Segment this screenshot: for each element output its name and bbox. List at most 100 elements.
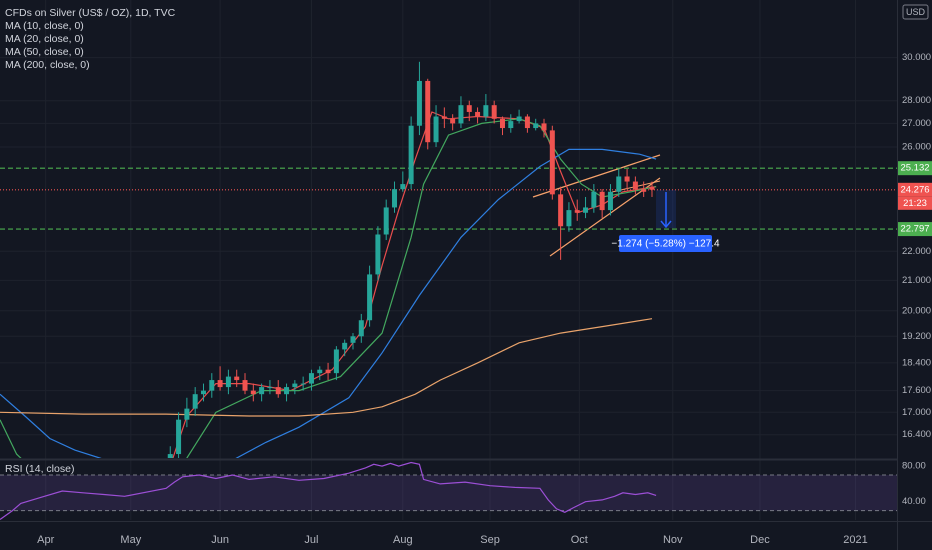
indicator-name: RSI (14, close) xyxy=(5,463,74,475)
candle-body xyxy=(234,376,240,381)
candle-body xyxy=(508,121,514,129)
candle-body xyxy=(408,125,414,185)
x-tick-label: May xyxy=(120,534,141,546)
candle-body xyxy=(250,390,256,395)
x-tick-label: Aug xyxy=(393,534,413,546)
measure-tool: −1.274 (−5.28%) −127.4 xyxy=(611,190,720,252)
candle-body xyxy=(400,184,406,190)
candle-body xyxy=(433,116,439,143)
y-tick-label: 22.000 xyxy=(902,246,931,257)
candle-body xyxy=(325,369,331,374)
candle-body xyxy=(641,189,647,192)
y-tick-label: 20.000 xyxy=(902,305,931,316)
candle-body xyxy=(541,123,547,131)
rsi-line xyxy=(0,461,657,520)
measure-box xyxy=(619,235,712,252)
legend-entry: MA (200, close, 0) xyxy=(5,59,90,71)
candle-body xyxy=(632,181,638,190)
candle-body xyxy=(491,105,497,119)
candle-body xyxy=(475,111,481,117)
y-tick-label: 21.000 xyxy=(902,275,931,286)
currency[interactable]: USD xyxy=(906,7,926,17)
candle-body xyxy=(549,130,555,195)
x-tick-label: Jun xyxy=(211,534,229,546)
candle-body xyxy=(176,419,182,455)
candle-body xyxy=(209,380,215,391)
x-tick-label: Oct xyxy=(571,534,588,546)
candle-body xyxy=(367,274,373,321)
candle-body xyxy=(342,342,348,350)
price-level-label: 22.797 xyxy=(900,224,929,235)
rsi-band xyxy=(0,474,897,511)
candle-body xyxy=(167,454,173,458)
candle-body xyxy=(466,105,472,112)
rsi-tick-label: 40.00 xyxy=(902,496,926,507)
candle-body xyxy=(308,373,314,384)
candle-body xyxy=(441,116,447,119)
price-pane xyxy=(0,61,897,458)
x-tick-label: 2021 xyxy=(843,534,867,546)
candle-body xyxy=(607,191,613,211)
candle-body xyxy=(292,383,298,388)
candle-body xyxy=(375,234,381,275)
x-tick-label: Apr xyxy=(37,534,54,546)
candle-body xyxy=(558,194,564,227)
y-tick-label: 17.000 xyxy=(902,407,931,418)
countdown-tag xyxy=(898,196,932,210)
y-tick-label: 30.000 xyxy=(902,52,931,63)
candle-body xyxy=(225,376,231,388)
candle-body xyxy=(392,189,398,208)
candle-body xyxy=(574,210,580,213)
measure-label: −1.274 (−5.28%) −127.4 xyxy=(611,239,720,250)
currency-box[interactable] xyxy=(902,4,929,20)
candle-body xyxy=(259,387,265,395)
x-tick-label: Jul xyxy=(304,534,318,546)
candle-body xyxy=(483,105,489,117)
legend-entry: MA (50, close, 0) xyxy=(5,46,84,58)
candle-body xyxy=(524,116,530,129)
candle-body xyxy=(599,191,605,211)
candle-body xyxy=(649,186,655,190)
candle-body xyxy=(217,380,223,388)
countdown: 21:23 xyxy=(903,198,927,209)
candle-body xyxy=(200,390,206,395)
rsi-pane xyxy=(0,461,897,520)
candle-body xyxy=(184,408,190,420)
chart-title: CFDs on Silver (US$ / OZ), 1D, TVC xyxy=(5,7,176,19)
price-level-tag xyxy=(898,182,932,197)
candle-body xyxy=(416,80,422,126)
x-tick-label: Dec xyxy=(750,534,770,546)
candle-body xyxy=(383,207,389,235)
candle-body xyxy=(566,210,572,227)
candle-body xyxy=(458,105,464,124)
y-tick-label: 17.600 xyxy=(902,385,931,396)
legend: MA (10, close, 0)MA (20, close, 0)MA (50… xyxy=(5,20,90,71)
candle-body xyxy=(358,320,364,337)
price-level-tag xyxy=(898,161,932,176)
y-tick-label: 19.200 xyxy=(902,331,931,342)
y-tick-label: 16.400 xyxy=(902,429,931,440)
candle-body xyxy=(333,349,339,374)
candle-body xyxy=(275,387,281,395)
moving-average xyxy=(0,148,657,458)
candle-body xyxy=(267,387,273,389)
price-level-label: 25.132 xyxy=(900,163,929,174)
candle-body xyxy=(425,80,431,143)
candle-body xyxy=(616,176,622,192)
legend-entry: MA (10, close, 0) xyxy=(5,20,84,32)
candle-body xyxy=(533,123,539,129)
candle-body xyxy=(192,394,198,409)
y-tick-label: 27.000 xyxy=(902,118,931,129)
candle-body xyxy=(591,191,597,208)
moving-average xyxy=(0,118,657,458)
candle-body xyxy=(350,336,356,343)
price-level-label: 24.276 xyxy=(900,184,929,195)
candle-body xyxy=(450,118,456,124)
price-level-tag xyxy=(898,222,932,237)
candle-body xyxy=(317,369,323,374)
candle-body xyxy=(583,207,589,213)
measure-arrow-head xyxy=(660,220,672,229)
candle-body xyxy=(516,116,522,122)
